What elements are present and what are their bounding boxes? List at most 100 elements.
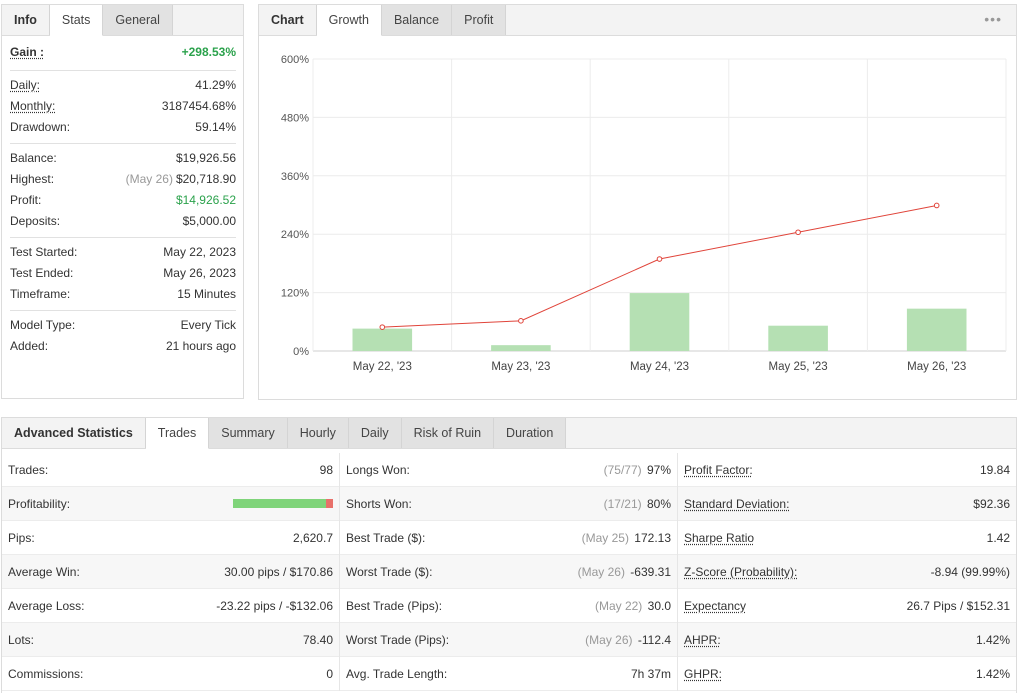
best-trade-pips-value: 30.0 [647,598,671,613]
lots-row: Lots: 78.40 [2,623,339,657]
advanced-tabbar: Advanced Statistics Trades Summary Hourl… [2,418,1016,449]
monthly-value: 3187454.68% [161,98,236,113]
deposits-value: $5,000.00 [182,214,236,229]
best-trade-pips-date: (May 22) [594,598,643,613]
y-tick-label: 240% [281,229,309,241]
highest-date: (May 26) [125,171,173,186]
timeframe-value: 15 Minutes [177,287,236,302]
chart-tabbar: Chart Growth Balance Profit [259,5,1016,36]
z-score-value: -8.94 (99.99%) [930,564,1010,579]
monthly-label[interactable]: Monthly: [10,98,56,113]
ghpr-label[interactable]: GHPR: [684,666,723,681]
pips-row: Pips: 2,620.7 [2,521,339,555]
advanced-statistics-panel: Advanced Statistics Trades Summary Hourl… [1,417,1017,693]
trades-value: 98 [319,462,333,477]
profit-factor-label[interactable]: Profit Factor: [684,462,753,477]
tab-advanced-statistics[interactable]: Advanced Statistics [2,418,146,448]
profitability-label: Profitability: [8,496,71,511]
daily-value: 41.29% [195,77,236,92]
tab-info[interactable]: Info [2,5,50,35]
x-tick-label: May 23, '23 [491,361,550,373]
daily-label[interactable]: Daily: [10,77,41,92]
monthly-row: Monthly: 3187454.68% [10,95,236,116]
y-tick-label: 600% [281,54,309,66]
y-tick-label: 0% [293,346,309,358]
shorts-won-row: Shorts Won: (17/21) 80% [340,487,677,521]
expectancy-label[interactable]: Expectancy [684,598,747,613]
standard-deviation-label[interactable]: Standard Deviation: [684,496,790,511]
best-trade-pips-label: Best Trade (Pips): [346,598,443,613]
sharpe-ratio-value: 1.42 [986,530,1010,545]
tab-chart[interactable]: Chart [259,5,317,35]
shorts-won-value: 80% [646,496,671,511]
trades-row: Trades: 98 [2,453,339,487]
tab-balance[interactable]: Balance [381,5,453,35]
balance-label: Balance: [10,150,57,165]
gain-row: Gain : +298.53% [10,39,236,65]
timeframe-label: Timeframe: [10,287,71,302]
growth-point [518,318,524,324]
average-loss-value: -23.22 pips / -$132.06 [216,598,333,613]
average-loss-label: Average Loss: [8,598,85,613]
longs-won-label: Longs Won: [346,462,410,477]
tab-risk-of-ruin[interactable]: Risk of Ruin [401,418,495,448]
sharpe-ratio-row: Sharpe Ratio 1.42 [678,521,1016,555]
avg-trade-length-value: 7h 37m [630,666,671,681]
deposits-label: Deposits: [10,214,61,229]
tab-trades[interactable]: Trades [145,418,210,449]
profitability-bar [233,499,333,508]
x-tick-label: May 25, '23 [769,361,828,373]
pips-label: Pips: [8,530,35,545]
growth-bar [629,293,690,351]
tab-hourly[interactable]: Hourly [287,418,349,448]
info-tabbar: Info Stats General [2,5,243,36]
shorts-won-label: Shorts Won: [346,496,412,511]
highest-label: Highest: [10,171,55,186]
z-score-label[interactable]: Z-Score (Probability): [684,564,798,579]
gain-label[interactable]: Gain : [10,45,45,59]
model-type-label: Model Type: [10,317,76,332]
worst-trade-usd-row: Worst Trade ($): (May 26) -639.31 [340,555,677,589]
tab-stats[interactable]: Stats [49,5,104,36]
growth-point [933,202,940,209]
average-win-label: Average Win: [8,564,80,579]
worst-trade-pips-value: -112.4 [637,632,671,647]
test-started-label: Test Started: [10,244,78,259]
profit-row: Profit: $14,926.52 [10,189,236,210]
worst-trade-pips-date: (May 26) [585,632,633,647]
ghpr-row: GHPR: 1.42% [678,657,1016,691]
commissions-value: 0 [326,666,333,681]
test-started-row: Test Started: May 22, 2023 [10,241,236,262]
standard-deviation-value: $92.36 [973,496,1010,511]
highest-row: Highest: (May 26) $20,718.90 [10,168,236,189]
ahpr-label[interactable]: AHPR: [684,632,721,647]
profit-value: $14,926.52 [175,193,236,208]
drawdown-label: Drawdown: [10,120,71,135]
tab-general[interactable]: General [103,5,173,35]
drawdown-value: 59.14% [195,120,236,135]
growth-bar [906,308,967,351]
lots-label: Lots: [8,632,35,647]
expectancy-value: 26.7 Pips / $152.31 [906,598,1010,613]
balance-row: Balance: $19,926.56 [10,147,236,168]
drawdown-row: Drawdown: 59.14% [10,117,236,138]
tab-duration[interactable]: Duration [494,418,567,448]
growth-bar [491,345,551,351]
growth-point [795,229,801,236]
worst-trade-usd-label: Worst Trade ($): [346,564,433,579]
tab-profit[interactable]: Profit [452,5,507,35]
ahpr-row: AHPR: 1.42% [678,623,1016,657]
sharpe-ratio-label[interactable]: Sharpe Ratio [684,530,755,545]
trades-label: Trades: [8,462,49,477]
tab-daily[interactable]: Daily [348,418,402,448]
commissions-label: Commissions: [8,666,84,681]
profit-factor-value: 19.84 [979,462,1010,477]
chart-panel: Chart Growth Balance Profit ••• 0% 120% 24… [258,4,1017,400]
test-started-value: May 22, 2023 [163,244,236,259]
average-win-value: 30.00 pips / $170.86 [224,564,333,579]
z-score-row: Z-Score (Probability): -8.94 (99.99%) [678,555,1016,589]
daily-row: Daily: 41.29% [10,74,236,95]
tab-summary[interactable]: Summary [209,418,288,448]
tab-growth[interactable]: Growth [316,5,382,36]
chart-menu-icon[interactable]: ••• [984,11,1002,27]
